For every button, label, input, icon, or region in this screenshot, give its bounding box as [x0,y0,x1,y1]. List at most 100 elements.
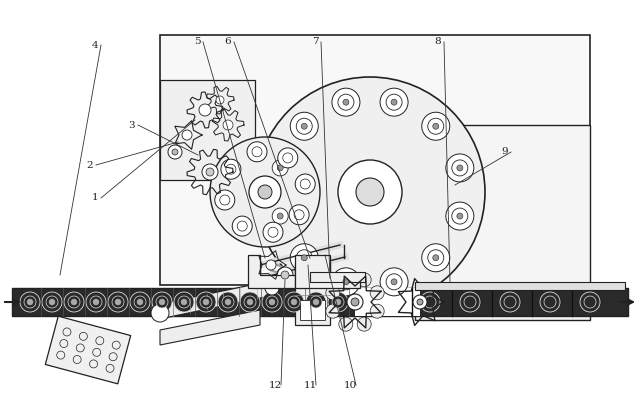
Circle shape [300,179,310,189]
Circle shape [202,164,218,180]
Circle shape [380,88,408,116]
Circle shape [151,304,169,322]
Circle shape [86,292,106,312]
Circle shape [182,130,192,140]
Circle shape [283,153,292,163]
Circle shape [357,317,371,331]
Circle shape [109,353,117,361]
Circle shape [252,147,262,157]
Circle shape [296,118,312,134]
Circle shape [223,120,233,130]
Circle shape [266,296,278,308]
Polygon shape [248,255,295,288]
Circle shape [79,332,88,340]
Circle shape [68,296,80,308]
Circle shape [284,292,304,312]
Text: 2: 2 [86,160,93,170]
Circle shape [244,296,256,308]
Circle shape [356,178,384,206]
Circle shape [172,149,178,155]
Circle shape [424,296,436,308]
Circle shape [391,99,397,105]
Circle shape [370,286,384,300]
Circle shape [90,360,97,368]
Circle shape [446,202,474,230]
Circle shape [335,299,341,305]
Polygon shape [45,316,131,384]
Circle shape [258,185,272,199]
Text: 12: 12 [268,381,282,389]
Circle shape [422,244,450,272]
Circle shape [417,299,423,305]
Polygon shape [155,280,275,320]
Circle shape [216,96,224,104]
Circle shape [115,299,121,305]
Circle shape [130,292,150,312]
Circle shape [291,299,297,305]
Circle shape [580,292,600,312]
Circle shape [63,328,71,336]
Circle shape [112,296,124,308]
Circle shape [181,299,187,305]
Circle shape [420,292,440,312]
Circle shape [265,281,279,295]
Circle shape [269,299,275,305]
Bar [160,80,255,180]
Circle shape [326,304,340,318]
Text: 1: 1 [92,194,99,202]
Circle shape [137,299,143,305]
Text: 6: 6 [225,37,231,47]
Circle shape [338,274,354,290]
Text: 7: 7 [312,37,318,47]
Circle shape [306,292,326,312]
Circle shape [156,296,168,308]
Circle shape [433,255,439,261]
Circle shape [93,299,99,305]
Text: 4: 4 [92,40,99,50]
Circle shape [281,271,289,279]
Circle shape [277,165,283,171]
Circle shape [249,176,281,208]
Circle shape [49,299,55,305]
Circle shape [452,160,468,176]
Circle shape [428,250,444,266]
Circle shape [272,208,288,224]
Circle shape [310,296,322,308]
Circle shape [338,94,354,110]
Circle shape [301,255,307,261]
Circle shape [313,299,319,305]
Circle shape [42,292,62,312]
Circle shape [290,244,318,272]
Circle shape [584,296,596,308]
Bar [12,288,628,316]
Circle shape [290,112,318,140]
Circle shape [76,344,84,352]
Circle shape [391,279,397,285]
Circle shape [343,279,349,285]
Circle shape [452,208,468,224]
Circle shape [237,221,247,231]
Circle shape [262,292,282,312]
Circle shape [277,267,293,283]
Circle shape [225,299,231,305]
Circle shape [278,148,298,168]
Circle shape [289,205,309,225]
Circle shape [339,317,353,331]
Circle shape [152,292,172,312]
Circle shape [328,292,348,312]
Text: 8: 8 [435,37,442,47]
Circle shape [296,250,312,266]
Circle shape [90,296,102,308]
Circle shape [247,142,267,162]
Circle shape [57,351,65,359]
Circle shape [357,273,371,287]
Circle shape [338,160,402,224]
Circle shape [446,154,474,182]
Circle shape [203,299,209,305]
Circle shape [134,296,146,308]
Circle shape [351,298,359,306]
Bar [415,282,625,290]
Circle shape [46,296,58,308]
Circle shape [500,292,520,312]
Circle shape [370,304,384,318]
